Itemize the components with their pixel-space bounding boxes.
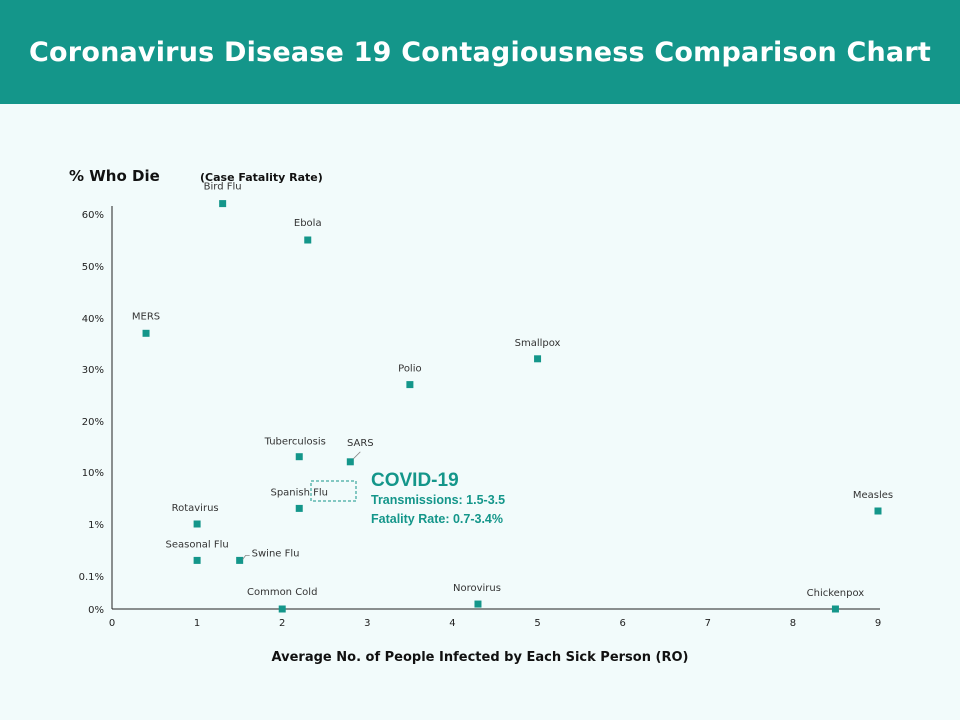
point-marker <box>193 520 201 528</box>
covid-title: COVID-19 <box>371 470 459 491</box>
covid-callout-box <box>310 480 357 502</box>
point-marker <box>236 556 244 564</box>
y-tick-label: 10% <box>82 468 104 479</box>
point-label: SARS <box>347 438 374 449</box>
data-points: Bird Flu Ebola MERS Smallpox Polio Tuberculos… <box>132 182 893 613</box>
point-ebola: Ebola <box>294 218 322 244</box>
scatter-chart: % Who Die (Case Fatality Rate) 0% 0.1% 1% 1… <box>69 167 893 665</box>
x-tick-labels: 0 1 2 3 4 5 6 7 8 9 <box>109 618 881 629</box>
point-tuberculosis: Tuberculosis <box>264 437 326 461</box>
point-norovirus: Norovirus <box>453 583 501 608</box>
y-tick-label: 1% <box>88 520 104 531</box>
y-axis-subtitle: (Case Fatality Rate) <box>200 171 323 184</box>
point-label: Tuberculosis <box>264 437 326 448</box>
point-chickenpox: Chickenpox <box>807 588 865 613</box>
point-marker <box>406 381 414 389</box>
point-marker <box>474 600 482 608</box>
point-marker <box>295 453 303 461</box>
x-tick-label: 3 <box>364 618 370 629</box>
y-tick-label: 0% <box>88 605 104 616</box>
point-label: Smallpox <box>515 338 561 349</box>
x-tick-label: 4 <box>449 618 455 629</box>
x-tick-label: 1 <box>194 618 200 629</box>
y-tick-label: 50% <box>82 262 104 273</box>
point-label: Ebola <box>294 218 322 229</box>
x-tick-label: 9 <box>875 618 881 629</box>
point-marker <box>142 329 150 337</box>
point-mers: MERS <box>132 311 160 337</box>
y-tick-label: 30% <box>82 365 104 376</box>
leader-line <box>353 451 361 460</box>
covid-fatality-rate: Fatality Rate: 0.7-3.4% <box>371 512 503 526</box>
y-tick-labels: 0% 0.1% 1% 10% 20% 30% 40% 50% 60% <box>79 210 104 616</box>
point-rotavirus: Rotavirus <box>172 503 219 528</box>
point-measles: Measles <box>853 490 893 515</box>
point-marker <box>304 236 312 244</box>
y-tick-label: 0.1% <box>79 572 104 583</box>
y-tick-label: 60% <box>82 210 104 221</box>
point-swine-flu: Swine Flu <box>236 548 300 564</box>
point-label: Polio <box>398 364 421 375</box>
point-bird-flu: Bird Flu <box>204 182 242 208</box>
header-banner: Coronavirus Disease 19 Contagiousness Co… <box>0 0 960 104</box>
x-tick-label: 0 <box>109 618 115 629</box>
point-marker <box>831 605 839 613</box>
leader-line <box>242 555 250 560</box>
page-title: Coronavirus Disease 19 Contagiousness Co… <box>29 36 931 68</box>
y-tick-label: 20% <box>82 417 104 428</box>
point-marker <box>874 507 882 515</box>
point-label: Measles <box>853 490 893 501</box>
point-marker <box>534 355 542 363</box>
point-marker <box>193 556 201 564</box>
point-sars: SARS <box>346 438 374 466</box>
x-tick-label: 2 <box>279 618 285 629</box>
point-marker <box>295 504 303 512</box>
point-label: MERS <box>132 311 160 322</box>
point-seasonal-flu: Seasonal Flu <box>165 539 229 564</box>
x-tick-label: 6 <box>619 618 625 629</box>
x-axis-title: Average No. of People Infected by Each S… <box>272 650 689 665</box>
covid-annotation: COVID-19 Transmissions: 1.5-3.5 Fatality… <box>310 470 505 526</box>
x-tick-label: 7 <box>705 618 711 629</box>
x-tick-label: 5 <box>534 618 540 629</box>
point-smallpox: Smallpox <box>515 338 561 363</box>
point-label: Common Cold <box>247 587 317 598</box>
point-label: Swine Flu <box>252 548 300 559</box>
point-common-cold: Common Cold <box>247 587 317 613</box>
point-label: Seasonal Flu <box>165 539 228 550</box>
covid-transmissions: Transmissions: 1.5-3.5 <box>371 493 505 507</box>
y-axis-title: % Who Die <box>69 167 160 185</box>
point-label: Spanish Flu <box>270 487 328 498</box>
point-marker <box>346 458 354 466</box>
point-spanish-flu: Spanish Flu <box>270 487 328 512</box>
point-marker <box>219 200 227 208</box>
point-label: Bird Flu <box>204 182 242 193</box>
point-marker <box>278 605 286 613</box>
point-label: Chickenpox <box>807 588 865 599</box>
point-label: Norovirus <box>453 583 501 594</box>
y-tick-label: 40% <box>82 314 104 325</box>
point-label: Rotavirus <box>172 503 219 514</box>
x-tick-label: 8 <box>790 618 796 629</box>
point-polio: Polio <box>398 364 422 389</box>
